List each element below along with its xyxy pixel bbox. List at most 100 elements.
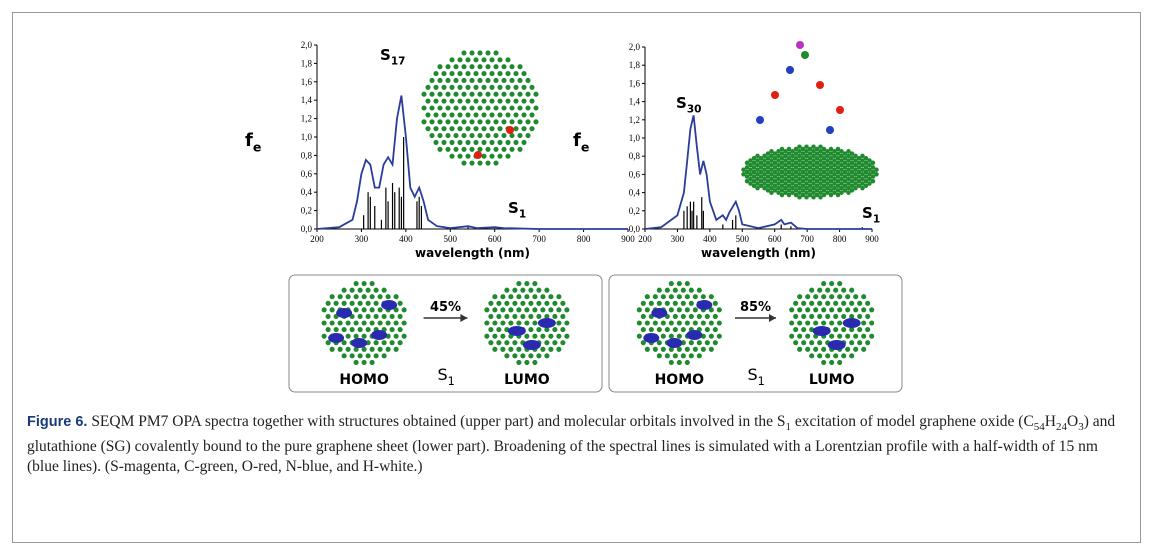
atom	[814, 160, 820, 166]
atom	[680, 300, 686, 306]
atom	[349, 327, 355, 333]
atom	[676, 346, 682, 352]
atom	[807, 192, 813, 198]
atom	[828, 155, 834, 161]
atom	[488, 327, 494, 333]
atom	[853, 167, 858, 172]
atom	[804, 144, 809, 149]
atom	[357, 300, 363, 306]
atom	[556, 333, 562, 339]
atom	[861, 307, 867, 313]
atom	[797, 158, 802, 163]
atom	[465, 139, 471, 145]
atom	[560, 300, 566, 306]
atom	[790, 176, 795, 182]
atom	[807, 151, 813, 156]
atom	[540, 333, 546, 339]
atom	[465, 126, 471, 132]
atom	[516, 320, 522, 326]
atom	[758, 183, 764, 189]
atom	[762, 153, 767, 159]
atom	[513, 84, 519, 90]
atom	[528, 287, 534, 293]
atom	[755, 162, 760, 168]
atom	[800, 174, 806, 179]
atom	[445, 146, 451, 152]
atom	[821, 183, 827, 189]
atom	[497, 112, 503, 118]
atom	[516, 359, 522, 365]
atom	[505, 57, 511, 63]
atom	[469, 119, 475, 125]
atom	[552, 340, 558, 346]
atom	[397, 300, 403, 306]
atom	[748, 172, 753, 177]
atom	[797, 172, 802, 177]
orbital-lobe	[328, 333, 345, 343]
atom-o	[506, 126, 514, 134]
atom	[863, 160, 869, 166]
atom	[811, 149, 816, 154]
atom	[856, 183, 862, 189]
atom	[814, 192, 820, 198]
atom	[525, 105, 531, 111]
atom	[533, 91, 539, 97]
atom	[865, 327, 871, 333]
atom	[849, 178, 855, 184]
atom	[809, 300, 815, 306]
atom	[796, 41, 804, 49]
atom	[341, 287, 347, 293]
atom	[804, 176, 809, 182]
atom	[461, 50, 467, 56]
atom	[811, 181, 816, 186]
atom	[393, 333, 399, 339]
atom	[821, 146, 827, 152]
atom	[807, 183, 813, 189]
atom	[437, 105, 443, 111]
atom	[353, 281, 359, 287]
atom	[517, 119, 523, 125]
atom	[811, 158, 816, 163]
atom	[821, 294, 827, 300]
atom	[329, 346, 335, 352]
atom	[524, 294, 530, 300]
atom	[520, 287, 526, 293]
atom	[818, 181, 823, 186]
atom	[492, 346, 498, 352]
atom	[825, 158, 830, 163]
atom	[401, 307, 407, 313]
atom	[797, 185, 802, 191]
atom	[389, 340, 395, 346]
atom	[484, 307, 490, 313]
atom	[708, 307, 714, 313]
atom	[786, 178, 792, 184]
atom	[504, 313, 510, 319]
y-tick-label: 2,0	[629, 42, 641, 52]
atom	[465, 153, 471, 159]
atom	[465, 57, 471, 63]
atom	[688, 287, 694, 293]
atom	[445, 77, 451, 84]
atom	[870, 178, 876, 184]
atom	[817, 287, 823, 293]
y-axis-label: fe	[245, 130, 261, 154]
atom	[786, 160, 792, 166]
atom	[833, 353, 839, 359]
annotation-main: S	[508, 199, 519, 217]
atom	[860, 153, 865, 159]
x-tick-label: 900	[865, 234, 879, 244]
atom	[532, 333, 538, 339]
atom	[704, 340, 710, 346]
atom	[381, 287, 387, 293]
atom	[845, 346, 851, 352]
atom	[860, 172, 865, 177]
atom	[696, 313, 702, 319]
atom	[469, 146, 475, 152]
y-tick-label: 0,2	[629, 206, 640, 216]
atom	[853, 181, 858, 186]
atom	[755, 153, 760, 159]
atom	[811, 153, 816, 159]
atom	[449, 98, 455, 104]
atom	[832, 158, 837, 163]
